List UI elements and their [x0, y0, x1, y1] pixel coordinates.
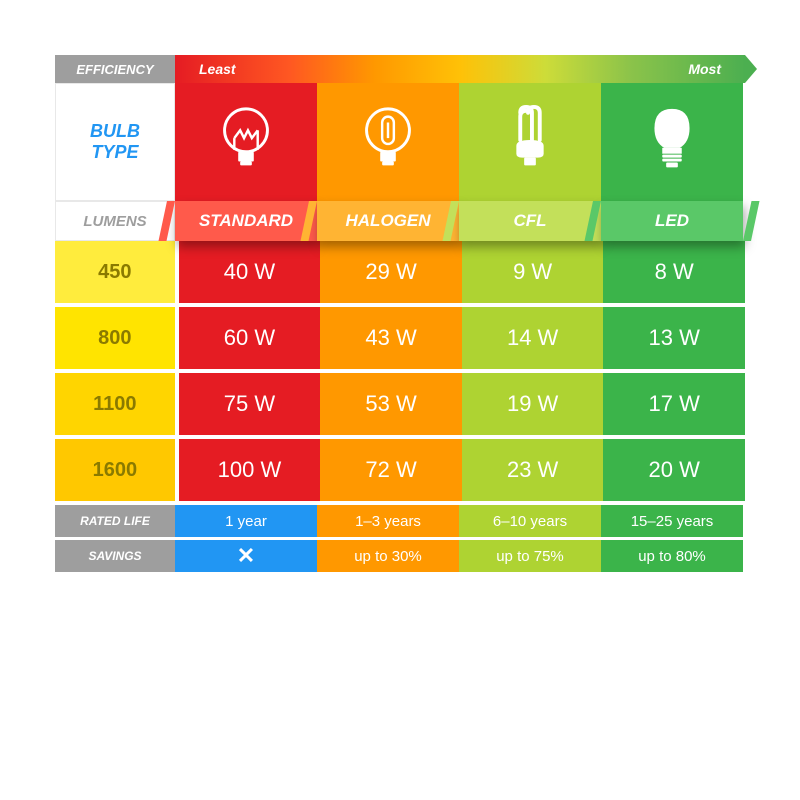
ribbon-incandescent: STANDARD: [175, 201, 317, 241]
watt-halogen-450: 29 W: [320, 241, 462, 303]
rated-life-cfl: 6–10 years: [459, 505, 601, 537]
cfl-icon: [498, 103, 562, 181]
watt-incandescent-800: 60 W: [179, 307, 321, 369]
bulb-type-header: BULB TYPE: [55, 83, 175, 201]
watt-halogen-800: 43 W: [320, 307, 462, 369]
bulb-type-line2: TYPE: [91, 142, 138, 163]
savings-incandescent: ✕: [175, 540, 317, 572]
data-row-1100: 110075 W53 W19 W17 W: [55, 373, 745, 435]
watt-cfl-1100: 19 W: [462, 373, 604, 435]
ribbon-cfl: CFL: [459, 201, 601, 241]
watt-led-800: 13 W: [603, 307, 745, 369]
lumens-header: LUMENS: [55, 201, 175, 241]
watt-incandescent-1100: 75 W: [179, 373, 321, 435]
watt-incandescent-450: 40 W: [179, 241, 321, 303]
lumens-1100: 1100: [55, 373, 175, 435]
savings-row: SAVINGS ✕up to 30%up to 75%up to 80%: [55, 540, 745, 572]
lumens-450: 450: [55, 241, 175, 303]
rated-life-label: RATED LIFE: [55, 505, 175, 537]
ribbon-led: LED: [601, 201, 743, 241]
data-row-450: 45040 W29 W9 W8 W: [55, 241, 745, 303]
efficiency-label: EFFICIENCY: [55, 55, 175, 83]
watt-incandescent-1600: 100 W: [179, 439, 321, 501]
rated-life-row: RATED LIFE 1 year1–3 years6–10 years15–2…: [55, 505, 745, 537]
watt-led-450: 8 W: [603, 241, 745, 303]
incandescent-icon: [214, 103, 278, 181]
data-row-1600: 1600100 W72 W23 W20 W: [55, 439, 745, 501]
watt-cfl-800: 14 W: [462, 307, 604, 369]
lumens-800: 800: [55, 307, 175, 369]
watt-halogen-1600: 72 W: [320, 439, 462, 501]
efficiency-most-label: Most: [688, 61, 721, 77]
rated-life-halogen: 1–3 years: [317, 505, 459, 537]
bulb-icon-row: BULB TYPE: [55, 83, 745, 201]
bulb-icon-incandescent: [175, 83, 317, 201]
savings-cfl: up to 75%: [459, 540, 601, 572]
efficiency-gradient-bar: Least Most: [175, 55, 745, 83]
bulb-icon-cfl: [459, 83, 601, 201]
efficiency-row: EFFICIENCY Least Most: [55, 55, 745, 83]
watt-cfl-450: 9 W: [462, 241, 604, 303]
watt-cfl-1600: 23 W: [462, 439, 604, 501]
watt-led-1600: 20 W: [603, 439, 745, 501]
data-row-800: 80060 W43 W14 W13 W: [55, 307, 745, 369]
halogen-icon: [356, 103, 420, 181]
watt-led-1100: 17 W: [603, 373, 745, 435]
watt-halogen-1100: 53 W: [320, 373, 462, 435]
bulb-comparison-chart: EFFICIENCY Least Most BULB TYPE LUMENS S…: [55, 55, 745, 575]
savings-label: SAVINGS: [55, 540, 175, 572]
efficiency-least-label: Least: [199, 61, 236, 77]
bulb-icon-led: [601, 83, 743, 201]
savings-led: up to 80%: [601, 540, 743, 572]
savings-halogen: up to 30%: [317, 540, 459, 572]
rated-life-incandescent: 1 year: [175, 505, 317, 537]
lumens-1600: 1600: [55, 439, 175, 501]
led-icon: [640, 103, 704, 181]
ribbon-halogen: HALOGEN: [317, 201, 459, 241]
ribbon-row: LUMENS STANDARDHALOGENCFLLED: [55, 201, 745, 241]
bulb-icon-halogen: [317, 83, 459, 201]
rated-life-led: 15–25 years: [601, 505, 743, 537]
bulb-type-line1: BULB: [90, 121, 140, 142]
